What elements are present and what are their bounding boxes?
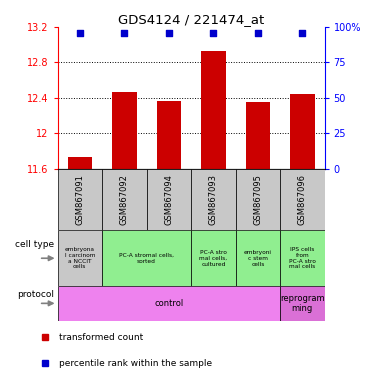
Bar	[290, 94, 315, 169]
Bar	[102, 169, 147, 230]
Text: GSM867092: GSM867092	[120, 174, 129, 225]
Point	[299, 30, 305, 36]
Bar	[58, 286, 280, 321]
Title: GDS4124 / 221474_at: GDS4124 / 221474_at	[118, 13, 264, 26]
Text: protocol: protocol	[17, 290, 54, 299]
Bar	[147, 169, 191, 230]
Text: reprogram
ming: reprogram ming	[280, 294, 325, 313]
Text: GSM867096: GSM867096	[298, 174, 307, 225]
Bar	[246, 103, 270, 169]
Text: GSM867095: GSM867095	[253, 174, 262, 225]
Text: transformed count: transformed count	[59, 333, 143, 342]
Point	[255, 30, 261, 36]
Bar	[236, 230, 280, 286]
Bar	[191, 169, 236, 230]
Text: GSM867091: GSM867091	[75, 174, 84, 225]
Text: embryoni
c stem
cells: embryoni c stem cells	[244, 250, 272, 266]
Bar	[280, 286, 325, 321]
Bar	[68, 157, 92, 169]
Bar	[102, 230, 191, 286]
Text: embryona
l carcinom
a NCCIT
cells: embryona l carcinom a NCCIT cells	[65, 247, 95, 270]
Bar	[280, 169, 325, 230]
Point	[210, 30, 216, 36]
Bar	[191, 230, 236, 286]
Bar	[201, 51, 226, 169]
Text: GSM867093: GSM867093	[209, 174, 218, 225]
Bar	[236, 169, 280, 230]
Point	[166, 30, 172, 36]
Text: GSM867094: GSM867094	[164, 174, 173, 225]
Bar	[58, 230, 102, 286]
Point	[77, 30, 83, 36]
Bar	[157, 101, 181, 169]
Text: cell type: cell type	[15, 240, 54, 249]
Text: percentile rank within the sample: percentile rank within the sample	[59, 359, 212, 368]
Bar	[280, 230, 325, 286]
Bar	[112, 92, 137, 169]
Text: PC-A stro
mal cells,
cultured: PC-A stro mal cells, cultured	[199, 250, 227, 266]
Bar	[58, 169, 102, 230]
Text: control: control	[154, 299, 183, 308]
Text: PC-A stromal cells,
sorted: PC-A stromal cells, sorted	[119, 253, 174, 264]
Text: IPS cells
from
PC-A stro
mal cells: IPS cells from PC-A stro mal cells	[289, 247, 316, 270]
Point	[121, 30, 127, 36]
